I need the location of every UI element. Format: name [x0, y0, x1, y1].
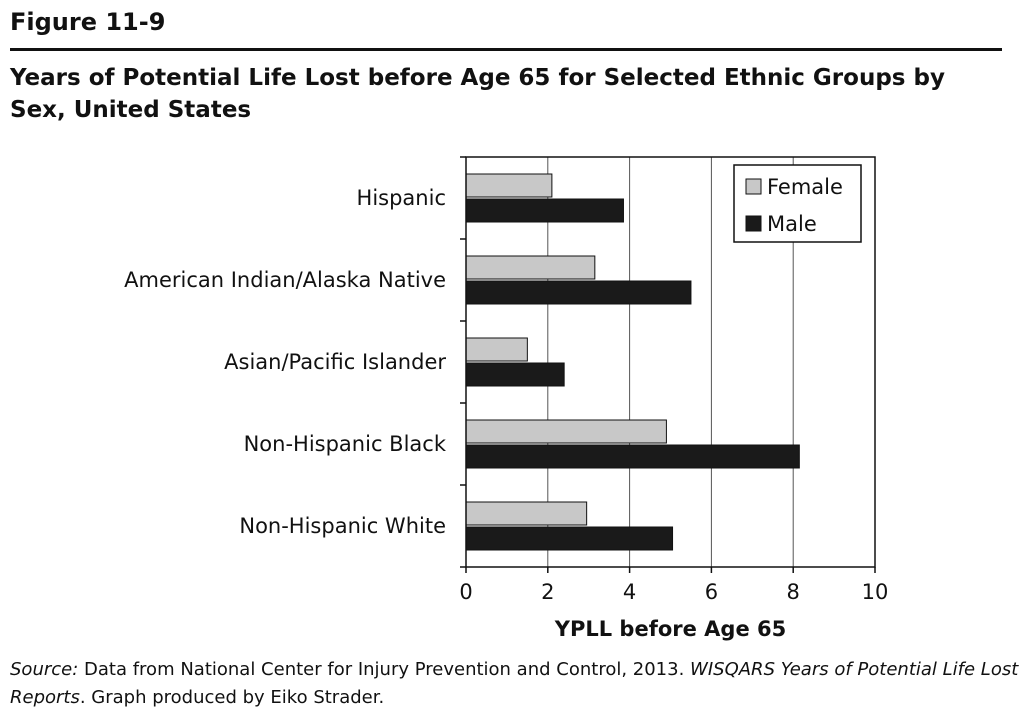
category-label: Hispanic	[357, 186, 446, 210]
legend-swatch-male	[745, 215, 762, 232]
figure-label: Figure 11-9	[10, 8, 166, 36]
x-tick-label: 6	[705, 580, 718, 604]
source-report-title: WISQARS Years of Potential Life Lost Rep…	[10, 659, 1019, 708]
category-label: Non-Hispanic Black	[244, 432, 447, 456]
bar-female	[465, 173, 553, 198]
legend-label-female: Female	[767, 175, 843, 199]
bar-female	[465, 337, 528, 362]
x-tick-label: 2	[541, 580, 554, 604]
title-divider	[10, 48, 1002, 51]
x-tick-label: 8	[787, 580, 800, 604]
x-tick-label: 10	[862, 580, 889, 604]
source-text: Data from National Center for Injury Pre…	[78, 659, 691, 680]
source-credit: . Graph produced by Eiko Strader.	[79, 687, 385, 708]
source-note: Source: Data from National Center for In…	[10, 656, 1020, 712]
bar-male	[465, 444, 800, 469]
category-label: Non-Hispanic White	[239, 514, 446, 538]
legend-label-male: Male	[767, 212, 817, 236]
chart-title: Years of Potential Life Lost before Age …	[10, 65, 945, 123]
bar-male	[465, 362, 565, 387]
x-tick-label: 0	[459, 580, 472, 604]
x-axis-title: YPLL before Age 65	[554, 617, 786, 641]
x-tick-label: 4	[623, 580, 636, 604]
bar-female	[465, 501, 588, 526]
category-label: Asian/Pacific Islander	[224, 350, 446, 374]
bar-male	[465, 198, 624, 223]
bar-male	[465, 280, 692, 305]
legend-swatch-female	[745, 178, 762, 195]
plot-frame	[465, 156, 876, 568]
category-label: American Indian/Alaska Native	[124, 268, 446, 292]
bar-male	[465, 526, 674, 551]
bar-female	[465, 419, 667, 444]
bar-female	[465, 255, 596, 280]
source-prefix: Source:	[10, 659, 79, 680]
